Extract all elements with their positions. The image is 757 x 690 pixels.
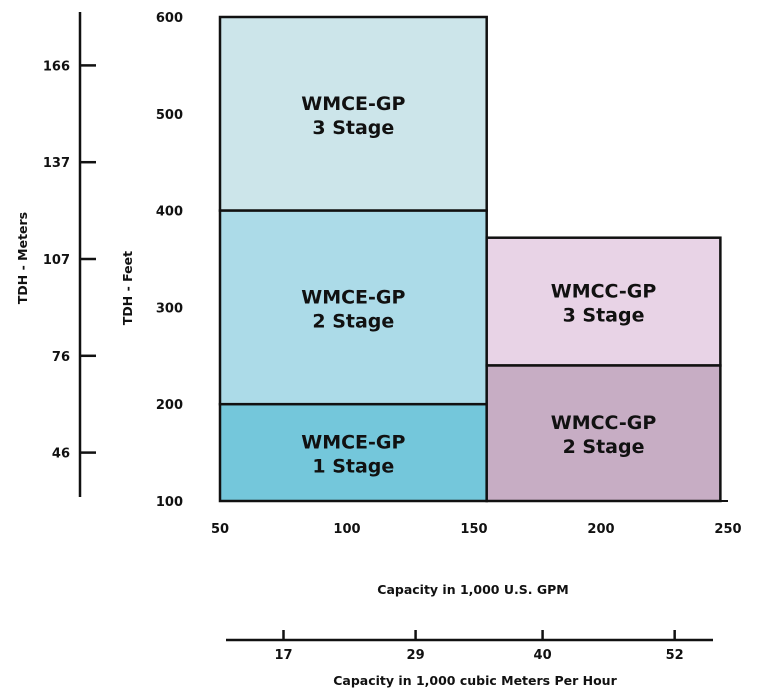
region-label-wmcc-gp-2-stage-stage: 2 Stage <box>563 436 645 458</box>
region-label-wmce-gp-2-stage-stage: 2 Stage <box>312 310 394 332</box>
region-label-wmce-gp-3-stage-stage: 3 Stage <box>312 117 394 139</box>
region-label-wmce-gp-3-stage-model: WMCE-GP <box>301 93 405 115</box>
region-wmcc-gp-3-stage <box>485 236 722 367</box>
x-secondary-axis-title: Capacity in 1,000 cubic Meters Per Hour <box>333 673 617 688</box>
x-tick-gpm-150: 150 <box>460 522 487 537</box>
region-wmce-gp-2-stage <box>218 209 488 406</box>
x-tick-m3h-29: 29 <box>407 648 425 663</box>
region-label-wmce-gp-2-stage-model: WMCE-GP <box>301 286 405 308</box>
ticks-layer: 100 200 300 400 500 600 50 100 150 200 250 46 76 107 1… <box>43 11 742 663</box>
region-label-wmcc-gp-3-stage-stage: 3 Stage <box>563 305 645 327</box>
y-secondary-axis-title: TDH - Meters <box>15 212 30 304</box>
x-tick-m3h-40: 40 <box>534 648 552 663</box>
x-tick-m3h-17: 17 <box>274 648 292 663</box>
y-tick-feet-200: 200 <box>156 398 183 413</box>
region-label-wmcc-gp-3-stage-model: WMCC-GP <box>551 281 657 303</box>
y-tick-feet-600: 600 <box>156 11 183 26</box>
axes-layer <box>78 12 728 642</box>
y-tick-meters-137: 137 <box>43 156 70 171</box>
y-tick-feet-100: 100 <box>156 495 183 510</box>
region-wmce-gp-1-stage <box>218 402 488 503</box>
y-tick-meters-46: 46 <box>52 447 70 462</box>
x-primary-axis-title: Capacity in 1,000 U.S. GPM <box>377 582 568 597</box>
x-tick-gpm-50: 50 <box>211 522 229 537</box>
x-tick-m3h-52: 52 <box>666 648 684 663</box>
region-label-wmce-gp-1-stage-stage: 1 Stage <box>312 456 394 478</box>
y-tick-meters-107: 107 <box>43 253 70 268</box>
x-tick-gpm-100: 100 <box>333 522 360 537</box>
y-tick-meters-76: 76 <box>52 350 70 365</box>
y-primary-axis-title: TDH - Feet <box>120 251 135 325</box>
y-tick-feet-400: 400 <box>156 205 183 220</box>
region-wmce-gp-3-stage <box>218 15 488 212</box>
y-tick-feet-300: 300 <box>156 301 183 316</box>
region-label-wmcc-gp-2-stage-model: WMCC-GP <box>551 412 657 434</box>
x-tick-gpm-250: 250 <box>714 522 741 537</box>
y-tick-meters-166: 166 <box>43 59 70 74</box>
region-label-wmce-gp-1-stage-model: WMCE-GP <box>301 432 405 454</box>
x-tick-gpm-200: 200 <box>587 522 614 537</box>
y-tick-feet-500: 500 <box>156 108 183 123</box>
